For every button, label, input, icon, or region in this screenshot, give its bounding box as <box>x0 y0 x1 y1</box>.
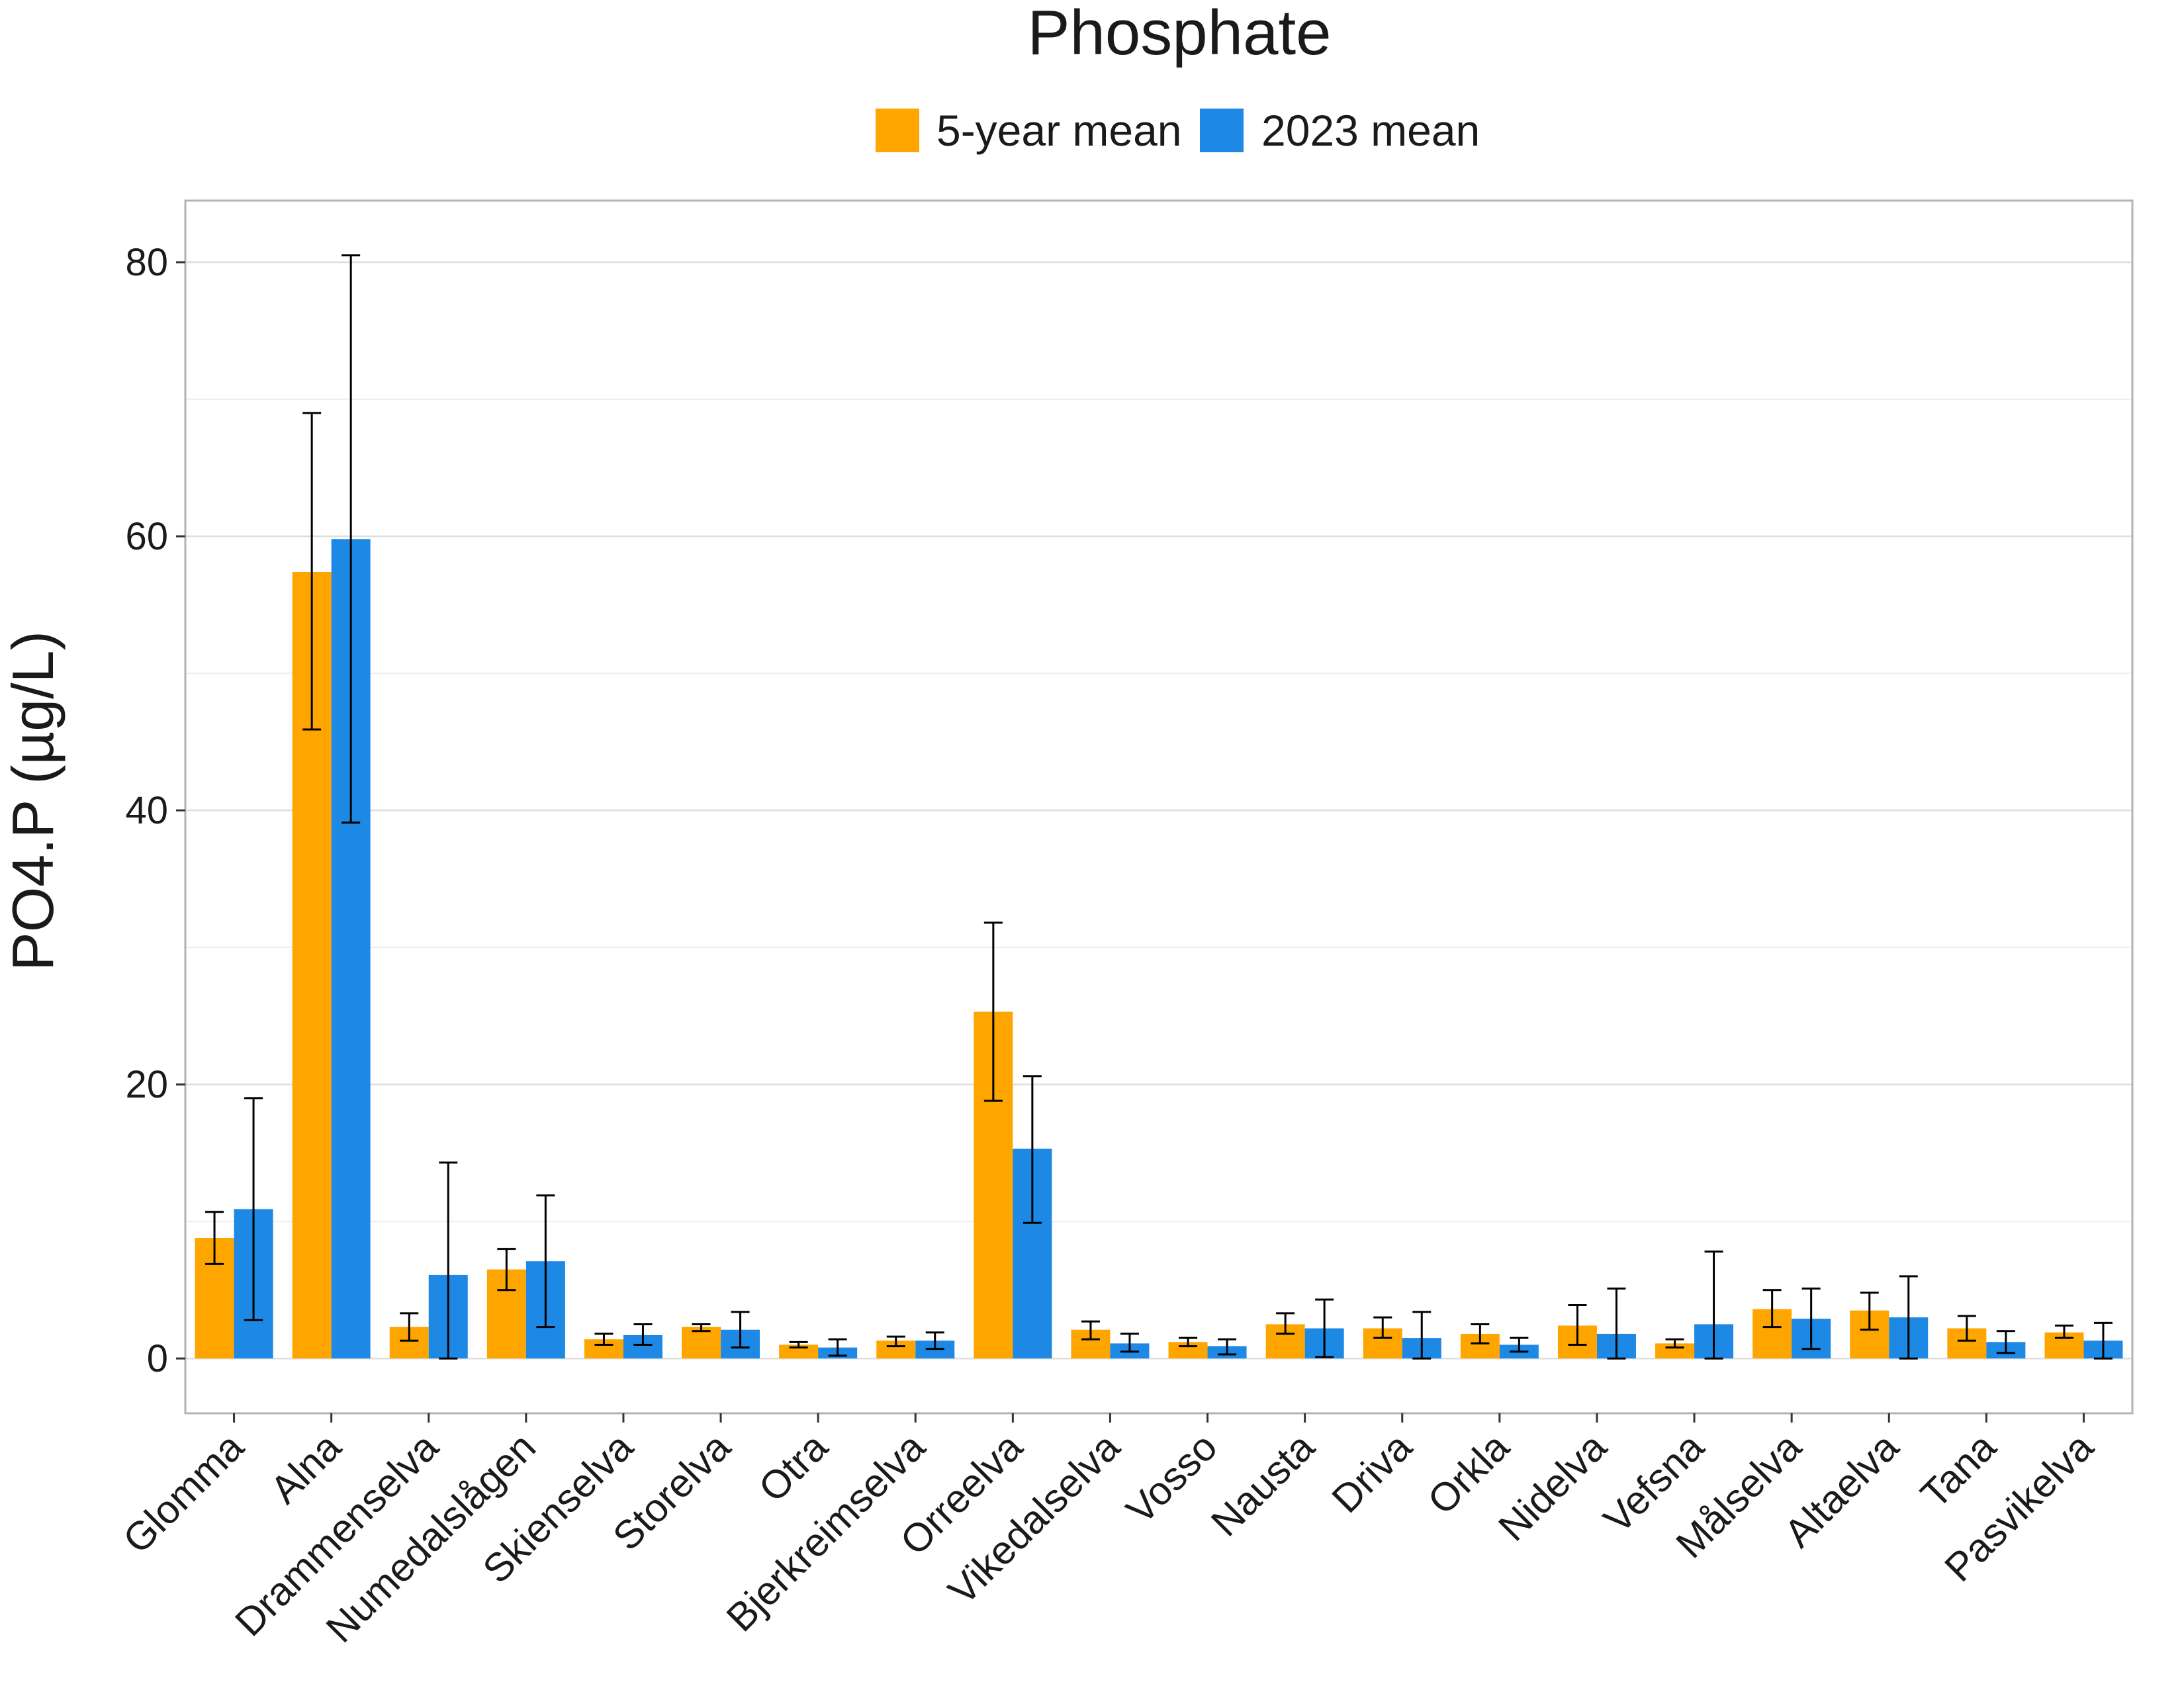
bars <box>195 539 2123 1359</box>
y-axis: 0 20 40 60 80 <box>125 241 185 1380</box>
legend-label: 5-year mean <box>936 106 1182 155</box>
bar-five-year-mean <box>779 1344 819 1359</box>
y-tick-label: 40 <box>125 789 168 832</box>
plot-border <box>184 199 2134 1415</box>
y-tick-label: 0 <box>147 1337 168 1380</box>
y-tick-label: 80 <box>125 241 168 284</box>
y-tick-label: 20 <box>125 1063 168 1106</box>
legend-swatch <box>876 109 919 152</box>
plot-area <box>184 199 2134 1415</box>
y-tick-label: 60 <box>125 515 168 558</box>
legend: 5-year mean 2023 mean <box>876 106 1480 155</box>
y-axis-label: PO4.P (µg/L) <box>0 631 66 971</box>
legend-swatch <box>1200 109 1244 152</box>
legend-label: 2023 mean <box>1261 106 1480 155</box>
chart-title: Phosphate <box>1027 0 1331 68</box>
bar-five-year-mean <box>682 1327 721 1359</box>
bar-five-year-mean <box>1655 1343 1695 1359</box>
error-bars <box>205 254 2113 1360</box>
